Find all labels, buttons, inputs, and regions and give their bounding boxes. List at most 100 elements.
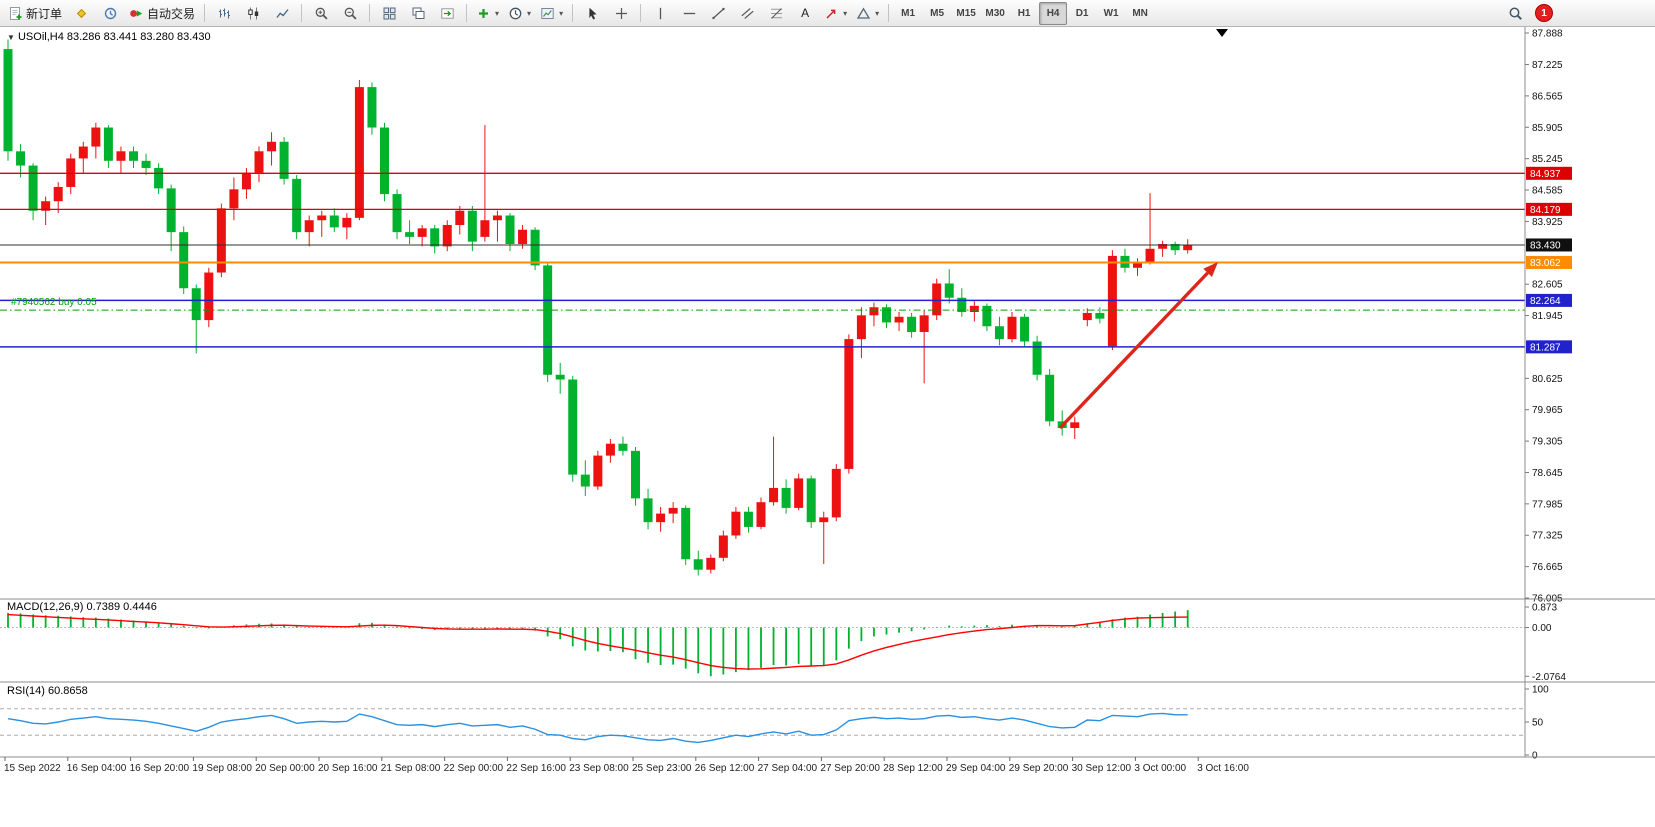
macd-axis-label: 0.00 [1532, 623, 1552, 634]
time-axis-label: 3 Oct 16:00 [1197, 763, 1249, 774]
arrows-button[interactable]: ▾ [820, 2, 851, 25]
fibonacci-button[interactable] [762, 2, 790, 25]
candle-body [241, 172, 251, 190]
candle-body [380, 127, 389, 195]
price-axis[interactable]: 87.888 87.225 86.565 85.905 85.245 84.585 83.9… [1525, 29, 1572, 605]
time-axis[interactable]: 15 Sep 2022 16 Sep 04:00 16 Sep 20:00 19 Se… [4, 757, 1249, 774]
chevron-down-icon: ▾ [875, 8, 880, 18]
cascade-icon [412, 7, 425, 19]
tf-H1-label: H1 [1017, 7, 1031, 19]
macd-signal-line [7, 613, 1188, 670]
chevron-down-icon: ▾ [495, 8, 500, 18]
candle-body [229, 189, 239, 209]
horizontal-level-lines[interactable] [0, 172, 1525, 348]
bars-chart-button[interactable] [210, 2, 238, 25]
candle-body [480, 220, 490, 237]
zoom-out-button[interactable] [336, 2, 364, 25]
tf-MN-button[interactable]: MN [1126, 2, 1154, 25]
time-axis-label: 3 Oct 00:00 [1134, 763, 1186, 774]
equidistant-channel-button[interactable] [733, 2, 761, 25]
candle-body [405, 232, 415, 237]
time-axis-label: 19 Sep 08:00 [192, 763, 252, 774]
rsi-indicator-label: RSI(14) 60.8658 [7, 685, 88, 697]
candle-body [41, 201, 51, 211]
notifications-button[interactable]: 1 [1530, 2, 1558, 25]
candle-body [907, 316, 917, 332]
tf-M5-button[interactable]: M5 [923, 2, 951, 25]
refresh-button[interactable] [96, 2, 124, 25]
collapse-triangle-icon[interactable]: ▼ [7, 33, 15, 42]
tf-W1-button[interactable]: W1 [1097, 2, 1125, 25]
chevron-down-icon: ▾ [559, 8, 564, 18]
candle-body [505, 215, 515, 245]
crosshair-button[interactable] [607, 2, 635, 25]
candle-body [166, 188, 176, 233]
candle-body [819, 517, 829, 523]
candle-body [467, 210, 477, 242]
tile-windows-button[interactable] [375, 2, 403, 25]
price-axis-label: 77.985 [1532, 499, 1563, 510]
zoom-in-button[interactable] [307, 2, 335, 25]
vertical-line-button[interactable] [646, 2, 674, 25]
horizontal-line-button[interactable] [675, 2, 703, 25]
position-line-label: #7940562 buy 0.05 [11, 297, 97, 308]
candle-body [1183, 244, 1193, 251]
trendline-button[interactable] [704, 2, 732, 25]
candle-body [292, 178, 302, 233]
tf-H1-button[interactable]: H1 [1010, 2, 1038, 25]
trendline-icon [711, 7, 725, 19]
chart-canvas[interactable]: 87.888 87.225 86.565 85.905 85.245 84.585 83.9… [0, 27, 1655, 827]
candles-chart-button[interactable] [239, 2, 267, 25]
favorites-button[interactable] [67, 2, 95, 25]
time-axis-label: 27 Sep 04:00 [758, 763, 818, 774]
tf-D1-button[interactable]: D1 [1068, 2, 1096, 25]
price-badge-label: 82.264 [1530, 296, 1561, 307]
period-button[interactable]: ▾ [504, 2, 535, 25]
candle-body [78, 146, 88, 159]
candle-body [543, 265, 553, 375]
autotrading-button[interactable]: 自动交易 [125, 2, 199, 25]
candle-body [631, 450, 640, 499]
tf-M30-button[interactable]: M30 [981, 2, 1009, 25]
candle-body [1032, 341, 1042, 375]
cascade-windows-button[interactable] [404, 2, 432, 25]
trend-arrow-annotation[interactable] [1058, 262, 1218, 430]
chart-shift-marker[interactable] [1216, 29, 1228, 37]
text-tool-button[interactable]: A [791, 2, 819, 25]
candle-body [91, 127, 101, 147]
candle-body [267, 141, 277, 152]
add-indicator-icon [479, 8, 489, 18]
symbol-ohlc-readout: ▼ USOil,H4 83.286 83.441 83.280 83.430 [7, 31, 211, 43]
time-axis-label: 30 Sep 12:00 [1072, 763, 1132, 774]
candle-body [957, 297, 967, 313]
rsi-axis-label: 0 [1532, 751, 1538, 762]
tile-windows-icon [383, 7, 396, 19]
refresh-icon [104, 7, 116, 19]
cursor-button[interactable] [578, 2, 606, 25]
candle-body [781, 487, 791, 508]
tf-H4-button[interactable]: H4 [1039, 1, 1068, 25]
line-chart-button[interactable] [268, 2, 296, 25]
candle-body [1045, 374, 1055, 422]
rsi-axis-label: 100 [1532, 685, 1549, 696]
candle-body [216, 208, 226, 273]
chart-shift-button[interactable] [433, 2, 461, 25]
shapes-button[interactable]: ▾ [852, 2, 883, 25]
time-axis-label: 25 Sep 23:00 [632, 763, 692, 774]
price-axis-label: 86.565 [1532, 91, 1563, 102]
tf-M1-button[interactable]: M1 [894, 2, 922, 25]
search-button[interactable] [1501, 2, 1529, 25]
price-badge-label: 83.430 [1530, 240, 1561, 251]
clock-icon [509, 7, 522, 19]
favorites-icon [76, 8, 86, 18]
template-button[interactable]: ▾ [536, 2, 567, 25]
autotrading-label: 自动交易 [147, 6, 196, 21]
vline-icon [659, 7, 661, 19]
price-axis-label: 76.665 [1532, 562, 1563, 573]
candle-body [1145, 248, 1155, 262]
tf-M30-label: M30 [985, 7, 1005, 19]
add-indicator-button[interactable]: ▾ [472, 2, 503, 25]
time-axis-label: 20 Sep 16:00 [318, 763, 378, 774]
tf-M15-button[interactable]: M15 [952, 2, 980, 25]
new-order-button[interactable]: 新订单 [4, 2, 66, 25]
